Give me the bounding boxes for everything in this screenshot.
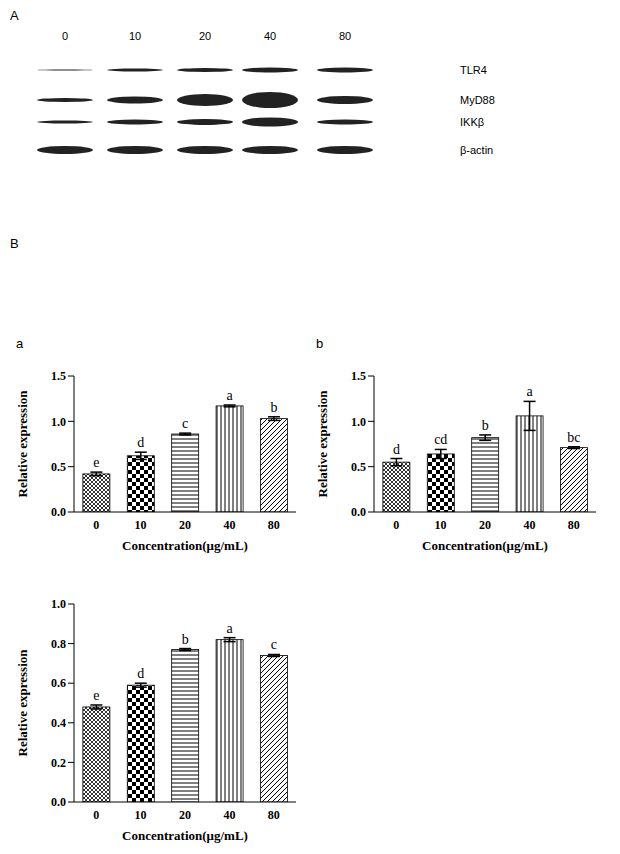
html-text:B: B xyxy=(10,236,19,251)
svg-text:Relative expression: Relative expression xyxy=(15,390,30,498)
svg-text:a: a xyxy=(226,621,233,636)
svg-text:TLR4: TLR4 xyxy=(460,64,487,76)
svg-text:0.0: 0.0 xyxy=(51,795,66,809)
svg-text:10: 10 xyxy=(129,30,141,42)
svg-text:20: 20 xyxy=(199,30,211,42)
svg-text:e: e xyxy=(93,688,99,703)
svg-text:0.0: 0.0 xyxy=(51,505,66,519)
svg-text:Concentration(μg/mL): Concentration(μg/mL) xyxy=(122,538,248,553)
svg-text:0.4: 0.4 xyxy=(51,716,66,730)
svg-text:80: 80 xyxy=(268,518,280,532)
svg-text:d: d xyxy=(137,666,144,681)
svg-text:bc: bc xyxy=(567,430,580,445)
svg-text:0.8: 0.8 xyxy=(51,637,66,651)
svg-text:80: 80 xyxy=(568,518,580,532)
svg-text:0.5: 0.5 xyxy=(51,460,66,474)
svg-text:Concentration(μg/mL): Concentration(μg/mL) xyxy=(422,538,548,553)
svg-text:cd: cd xyxy=(434,432,447,447)
html-text:b: b xyxy=(316,336,324,351)
svg-text:0.6: 0.6 xyxy=(51,676,66,690)
svg-text:d: d xyxy=(137,435,144,450)
svg-text:1.5: 1.5 xyxy=(351,369,366,383)
svg-text:80: 80 xyxy=(339,30,351,42)
svg-text:0: 0 xyxy=(93,518,99,532)
svg-text:1.0: 1.0 xyxy=(351,415,366,429)
svg-text:c: c xyxy=(182,416,188,431)
svg-text:IKKβ: IKKβ xyxy=(460,116,484,128)
svg-text:c: c xyxy=(271,637,277,652)
svg-text:1.5: 1.5 xyxy=(51,369,66,383)
svg-text:β-actin: β-actin xyxy=(460,144,493,156)
svg-text:b: b xyxy=(182,632,189,647)
html-text:a: a xyxy=(16,336,24,351)
svg-text:0: 0 xyxy=(393,518,399,532)
svg-text:0: 0 xyxy=(93,808,99,822)
html-text:A: A xyxy=(10,8,19,23)
svg-text:1.0: 1.0 xyxy=(51,415,66,429)
svg-text:80: 80 xyxy=(268,808,280,822)
svg-text:MyD88: MyD88 xyxy=(460,94,495,106)
svg-text:d: d xyxy=(393,442,400,457)
svg-text:20: 20 xyxy=(479,518,491,532)
svg-text:Relative expression: Relative expression xyxy=(15,649,30,757)
svg-text:20: 20 xyxy=(179,518,191,532)
svg-text:40: 40 xyxy=(223,808,235,822)
svg-text:e: e xyxy=(93,455,99,470)
svg-text:0.0: 0.0 xyxy=(351,505,366,519)
svg-text:0: 0 xyxy=(62,30,68,42)
svg-text:1.0: 1.0 xyxy=(51,597,66,611)
svg-text:Relative expression: Relative expression xyxy=(315,390,330,498)
svg-text:0.2: 0.2 xyxy=(51,756,66,770)
svg-text:10: 10 xyxy=(135,518,147,532)
svg-text:b: b xyxy=(482,418,489,433)
svg-text:a: a xyxy=(226,388,233,403)
svg-text:a: a xyxy=(526,384,533,399)
svg-text:40: 40 xyxy=(223,518,235,532)
svg-text:b: b xyxy=(270,400,277,415)
svg-text:20: 20 xyxy=(179,808,191,822)
svg-text:Concentration(μg/mL): Concentration(μg/mL) xyxy=(122,828,248,843)
svg-text:40: 40 xyxy=(264,30,276,42)
svg-text:40: 40 xyxy=(523,518,535,532)
svg-text:0.5: 0.5 xyxy=(351,460,366,474)
svg-text:10: 10 xyxy=(435,518,447,532)
svg-text:10: 10 xyxy=(135,808,147,822)
